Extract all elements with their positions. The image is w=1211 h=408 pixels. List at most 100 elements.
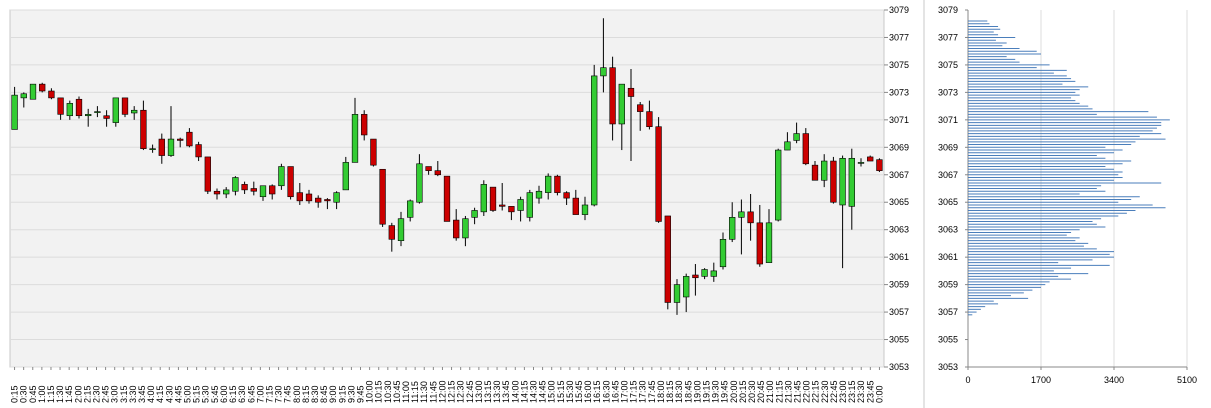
candle-body (425, 166, 432, 171)
time-tick-label: 2:45 (101, 385, 111, 403)
candle-body (259, 185, 267, 198)
price-tick-label: 3061 (889, 252, 909, 262)
time-tick-label: 18:15 (665, 380, 675, 403)
candle-body (416, 163, 423, 203)
time-tick-label: 12:30 (456, 380, 466, 403)
time-tick-label: 5:30 (201, 385, 211, 403)
time-tick-label: 13:15 (483, 380, 493, 403)
time-tick-label: 0:45 (28, 385, 38, 403)
candle-body (545, 175, 552, 193)
candle-body (397, 218, 405, 241)
time-tick-label: 8:15 (301, 385, 311, 403)
time-tick-label: 14:30 (528, 380, 538, 403)
profile-price-label: 3055 (938, 335, 958, 345)
candle-body (876, 159, 883, 171)
time-tick-label: 20:15 (738, 380, 748, 403)
time-tick-label: 18:45 (683, 380, 693, 403)
candle-body (305, 193, 313, 202)
time-tick-label: 10:00 (365, 380, 375, 403)
candle-body (342, 162, 349, 191)
time-tick-label: 6:30 (237, 385, 247, 403)
candle-body (121, 97, 129, 115)
price-tick-label: 3063 (889, 225, 909, 235)
time-tick-label: 15:15 (556, 380, 566, 403)
time-tick-label: 6:15 (228, 385, 238, 403)
candle-body (765, 222, 773, 263)
candle-body (278, 166, 285, 187)
profile-volume-label: 0 (965, 375, 970, 385)
candle-body (131, 109, 138, 114)
time-tick-label: 15:45 (574, 380, 584, 403)
candle-body (177, 138, 184, 141)
time-tick-label: 19:30 (711, 380, 721, 403)
time-tick-label: 19:15 (701, 380, 711, 403)
candle-body (535, 190, 543, 199)
candle-body (370, 138, 377, 166)
profile-price-label: 3067 (938, 170, 958, 180)
profile-volume-label: 5100 (1177, 375, 1197, 385)
profile-price-label: 3069 (938, 142, 958, 152)
candle-body (756, 222, 763, 265)
price-tick-label: 3079 (889, 5, 909, 15)
candle-body (710, 270, 717, 277)
candle-body (848, 157, 855, 207)
time-tick-label: 16:15 (592, 380, 602, 403)
time-tick-label: 7:30 (274, 385, 284, 403)
candle-body (802, 133, 809, 165)
price-tick-label: 3065 (889, 197, 909, 207)
candle-body (167, 138, 175, 156)
candle-body (655, 126, 662, 222)
candle-body (333, 192, 340, 203)
time-tick-label: 10:45 (392, 380, 402, 403)
candle-body (48, 90, 55, 99)
time-tick-label: 22:30 (820, 380, 830, 403)
time-tick-label: 14:00 (510, 380, 520, 403)
time-tick-label: 19:00 (692, 380, 702, 403)
time-tick-label: 2:30 (91, 385, 101, 403)
time-tick-label: 14:15 (519, 380, 529, 403)
candle-body (692, 274, 699, 279)
candle-body (269, 185, 276, 195)
candle-body (223, 189, 230, 195)
time-tick-label: 8:30 (310, 385, 320, 403)
volume-profile-price-axis: 3079 3077 3075 3073 3071 3069 3067 3065 3063 3061… (938, 5, 968, 372)
time-tick-label: 7:45 (283, 385, 293, 403)
candle-body (775, 149, 782, 221)
time-tick-label: 3:45 (137, 385, 147, 403)
profile-price-label: 3057 (938, 307, 958, 317)
candle-body (701, 269, 708, 277)
candle-body (361, 114, 368, 136)
time-tick-label: 13:00 (474, 380, 484, 403)
price-tick-label: 3055 (889, 335, 909, 345)
candle-body (379, 168, 386, 225)
time-tick-label: 23:30 (856, 380, 866, 403)
time-tick-label: 0:30 (19, 385, 29, 403)
time-tick-label: 15:30 (565, 380, 575, 403)
time-tick-label: 4:30 (164, 385, 174, 403)
time-tick-label: 6:00 (219, 385, 229, 403)
time-tick-label: 21:30 (783, 380, 793, 403)
time-tick-label: 21:00 (765, 380, 775, 403)
candle-body (489, 186, 497, 211)
candle-body (434, 170, 441, 176)
price-tick-label: 3069 (889, 142, 909, 152)
time-tick-label: 1:30 (55, 385, 65, 403)
time-tick-label: 3:00 (110, 385, 120, 403)
candle-body (204, 156, 211, 192)
candle-body (241, 184, 248, 191)
time-tick-label: 11:45 (428, 381, 438, 403)
time-tick-label: 22:15 (811, 380, 821, 403)
time-tick-label: 12:45 (465, 380, 475, 403)
time-tick-label: 13:45 (501, 380, 511, 403)
candle-body (250, 188, 257, 192)
time-tick-label: 9:45 (356, 385, 366, 403)
time-tick-label: 20:45 (756, 380, 766, 403)
candle-body (94, 111, 101, 113)
profile-price-label: 3059 (938, 280, 958, 290)
time-tick-label: 0:15 (10, 385, 20, 403)
profile-price-label: 3061 (938, 252, 958, 262)
time-tick-label: 4:00 (146, 385, 156, 403)
price-tick-label: 3067 (889, 170, 909, 180)
time-tick-label: 10:30 (383, 380, 393, 403)
